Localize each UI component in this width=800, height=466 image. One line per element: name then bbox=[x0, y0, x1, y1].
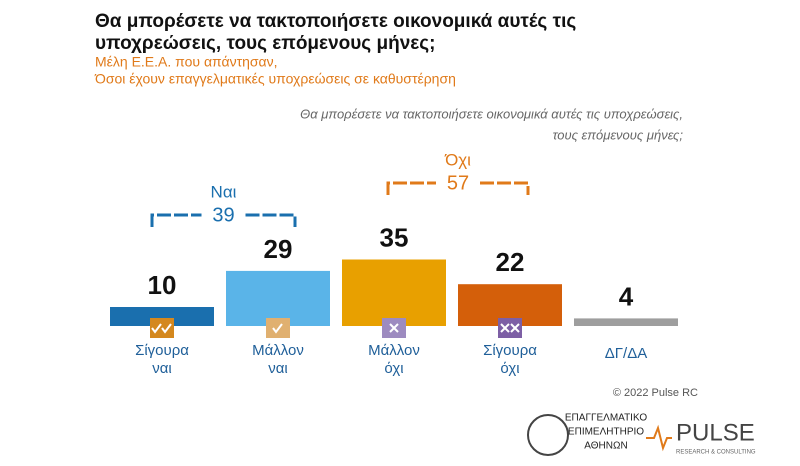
bar bbox=[110, 307, 214, 326]
logo-text: ΑΘΗΝΩΝ bbox=[584, 441, 627, 452]
category-label: ΔΓ/ΔΑ bbox=[604, 345, 648, 362]
category-label: Μάλλον όχι bbox=[368, 342, 420, 377]
icon-mark bbox=[272, 323, 283, 334]
subtitle: Μέλη Ε.Ε.Α. που απάντησαν, bbox=[95, 54, 278, 70]
category-label: Μάλλον ναι bbox=[252, 342, 304, 377]
group-value: 57 bbox=[447, 172, 469, 194]
pulse-icon bbox=[646, 424, 672, 452]
subtitle: Όσοι έχουν επαγγελματικές υποχρεώσεις σε… bbox=[94, 71, 456, 87]
category-label: Σίγουρα όχι bbox=[483, 342, 537, 377]
value-label: 4 bbox=[619, 281, 634, 311]
icon-mark bbox=[151, 323, 162, 334]
bar bbox=[226, 270, 330, 326]
category-label: Σίγουρα ναι bbox=[135, 342, 189, 377]
group-value: 39 bbox=[212, 204, 234, 226]
title: Θα μπορέσετε να τακτοποιήσετε οικονομικά… bbox=[95, 11, 576, 32]
bar bbox=[342, 259, 446, 326]
icon bbox=[498, 318, 522, 338]
icon-mark bbox=[510, 323, 520, 333]
brand: PULSE bbox=[676, 419, 755, 446]
annotation: τους επόμενους μήνες; bbox=[553, 127, 684, 142]
copyright: © 2022 Pulse RC bbox=[613, 387, 698, 399]
value-label: 22 bbox=[496, 247, 525, 277]
logo-text: ΕΠΑΓΓΕΛΜΑΤΙΚΟ bbox=[565, 413, 647, 424]
value-label: 10 bbox=[148, 270, 177, 300]
group-label: Ναι bbox=[211, 182, 237, 201]
bar bbox=[574, 318, 678, 326]
bracket bbox=[480, 181, 530, 195]
bracket bbox=[150, 213, 202, 227]
bracket bbox=[245, 213, 297, 227]
tagline: RESEARCH & CONSULTING bbox=[676, 450, 756, 456]
group-label: Όχι bbox=[444, 150, 471, 169]
icon-mark bbox=[389, 323, 399, 333]
value-label: 35 bbox=[380, 222, 409, 252]
annotation: Θα μπορέσετε να τακτοποιήσετε οικονομικά… bbox=[300, 106, 683, 121]
chamber-logo bbox=[527, 414, 569, 456]
bracket bbox=[386, 181, 436, 195]
icon-mark bbox=[500, 323, 510, 333]
value-label: 29 bbox=[264, 234, 293, 264]
title: υποχρεώσεις, τους επόμενους μήνες; bbox=[95, 33, 436, 54]
icon-mark bbox=[161, 323, 172, 334]
logo-text: ΕΠΙΜΕΛΗΤΗΡΙΟ bbox=[568, 427, 644, 438]
